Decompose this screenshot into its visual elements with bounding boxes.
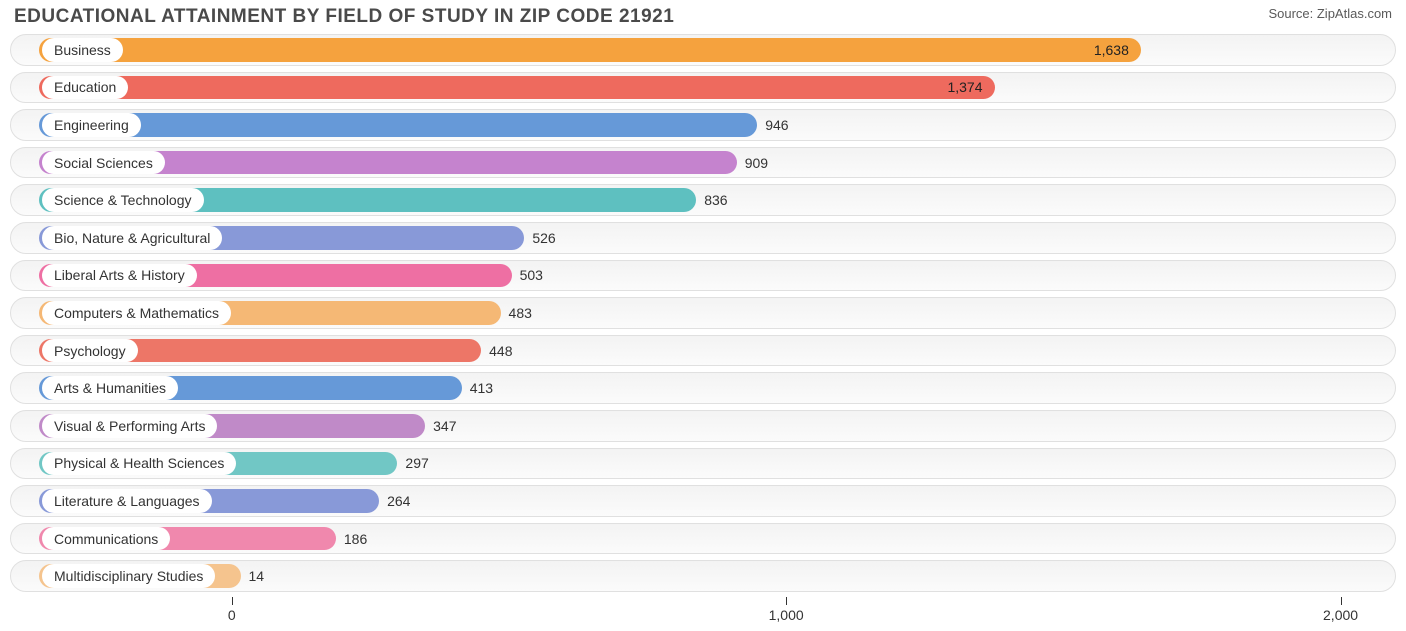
bar-track: Communications 186 <box>10 523 1396 555</box>
chart-title: EDUCATIONAL ATTAINMENT BY FIELD OF STUDY… <box>14 6 674 28</box>
axis-tick <box>786 597 787 605</box>
value-label: 526 <box>532 230 555 246</box>
bar-track: Physical & Health Sciences 297 <box>10 448 1396 480</box>
bar-track: Liberal Arts & History 503 <box>10 260 1396 292</box>
bar-track: Bio, Nature & Agricultural 526 <box>10 222 1396 254</box>
category-pill: Social Sciences <box>42 151 165 175</box>
bar-track: Education 1,374 <box>10 72 1396 104</box>
value-label: 1,638 <box>1094 42 1129 58</box>
value-label: 946 <box>765 117 788 133</box>
bar-track: Psychology 448 <box>10 335 1396 367</box>
bar-fill <box>39 113 757 137</box>
bar-fill <box>39 76 995 100</box>
value-label: 909 <box>745 155 768 171</box>
category-pill: Science & Technology <box>42 188 204 212</box>
axis-tick-label: 1,000 <box>769 607 804 623</box>
value-label: 1,374 <box>947 79 982 95</box>
category-pill: Multidisciplinary Studies <box>42 564 215 588</box>
category-pill: Literature & Languages <box>42 489 212 513</box>
value-label: 836 <box>704 192 727 208</box>
bar-track: Computers & Mathematics 483 <box>10 297 1396 329</box>
value-label: 297 <box>405 455 428 471</box>
chart-header: EDUCATIONAL ATTAINMENT BY FIELD OF STUDY… <box>0 0 1406 34</box>
category-pill: Arts & Humanities <box>42 376 178 400</box>
category-pill: Communications <box>42 527 170 551</box>
bar-track: Science & Technology 836 <box>10 184 1396 216</box>
bar-track: Visual & Performing Arts 347 <box>10 410 1396 442</box>
bar-track: Social Sciences 909 <box>10 147 1396 179</box>
category-pill: Computers & Mathematics <box>42 301 231 325</box>
bar-track: Literature & Languages 264 <box>10 485 1396 517</box>
category-pill: Business <box>42 38 123 62</box>
category-pill: Psychology <box>42 339 138 363</box>
category-pill: Education <box>42 76 128 100</box>
value-label: 264 <box>387 493 410 509</box>
source-attribution: Source: ZipAtlas.com <box>1268 6 1392 21</box>
category-pill: Engineering <box>42 113 141 137</box>
chart-area: Business 1,638 Education 1,374 Engineering 94… <box>10 34 1396 601</box>
bar-track: Engineering 946 <box>10 109 1396 141</box>
axis-tick <box>232 597 233 605</box>
bar-track: Arts & Humanities 413 <box>10 372 1396 404</box>
axis-tick-label: 2,000 <box>1323 607 1358 623</box>
value-label: 347 <box>433 418 456 434</box>
bar-track: Multidisciplinary Studies 14 <box>10 560 1396 592</box>
category-pill: Visual & Performing Arts <box>42 414 217 438</box>
category-pill: Physical & Health Sciences <box>42 452 236 476</box>
x-axis: 0 1,000 2,000 <box>0 603 1406 623</box>
axis-tick <box>1341 597 1342 605</box>
category-pill: Bio, Nature & Agricultural <box>42 226 222 250</box>
value-label: 483 <box>509 305 532 321</box>
value-label: 413 <box>470 380 493 396</box>
bars-container: Business 1,638 Education 1,374 Engineering 94… <box>10 34 1396 592</box>
bar-fill <box>39 38 1141 62</box>
category-pill: Liberal Arts & History <box>42 264 197 288</box>
bar-track: Business 1,638 <box>10 34 1396 66</box>
value-label: 186 <box>344 531 367 547</box>
value-label: 14 <box>249 568 265 584</box>
value-label: 448 <box>489 343 512 359</box>
axis-tick-label: 0 <box>228 607 236 623</box>
value-label: 503 <box>520 267 543 283</box>
